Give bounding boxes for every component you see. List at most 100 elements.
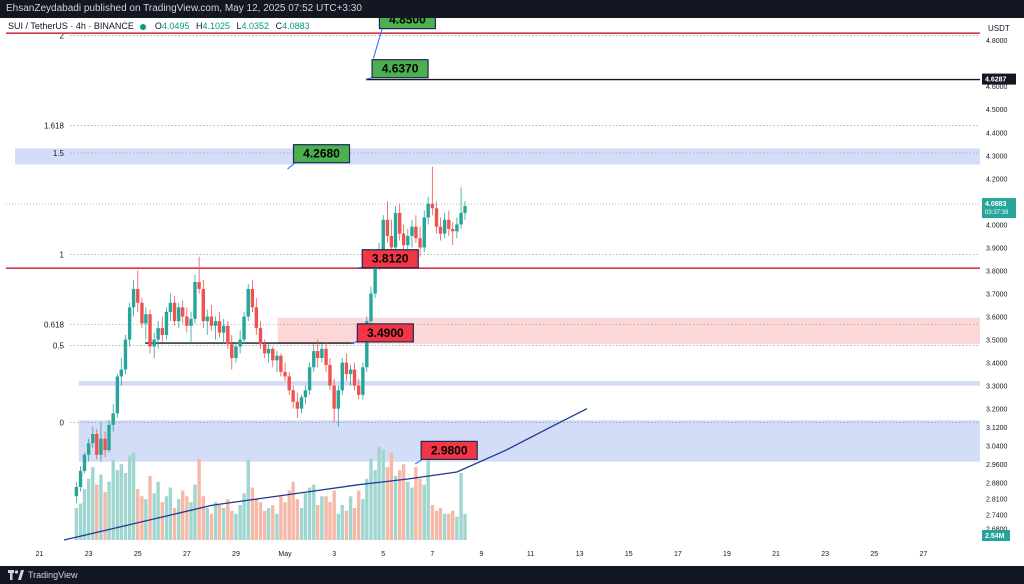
- candle: [336, 385, 341, 428]
- time-tick: 21: [36, 551, 44, 558]
- volume-bar: [275, 513, 279, 540]
- candle-body: [320, 348, 324, 359]
- footer-brand[interactable]: TradingView: [28, 570, 78, 580]
- candle-body: [271, 348, 275, 361]
- target-box: [378, 18, 437, 30]
- volume-bar: [295, 499, 300, 540]
- candle-body: [316, 351, 320, 359]
- candle-body: [447, 219, 451, 230]
- volume-bar: [397, 470, 402, 540]
- candle-body: [234, 346, 238, 359]
- candle-body: [213, 321, 218, 326]
- volume-bar: [357, 490, 361, 540]
- candle: [455, 217, 459, 239]
- volume-bar: [221, 507, 226, 540]
- candle-body: [393, 212, 398, 248]
- time-tick: 9: [479, 551, 483, 558]
- volume-bar: [123, 472, 128, 540]
- candle-body: [111, 413, 115, 425]
- publisher-bar: EhsanZeydabadi published on TradingView.…: [0, 0, 1024, 18]
- price-tick: 3.3000: [986, 384, 1008, 391]
- volume-bar: [234, 513, 238, 540]
- candle: [148, 309, 152, 354]
- volume-bar: [250, 487, 255, 540]
- volume-bar: [279, 496, 283, 540]
- lines-layer: [6, 32, 980, 344]
- price-tick: 4.5000: [986, 107, 1008, 114]
- candle-body: [177, 307, 181, 322]
- target-label: 4.8500: [389, 18, 426, 27]
- candle-body: [185, 316, 189, 326]
- candle-body: [463, 205, 467, 213]
- price-chart[interactable]: 2 1.618 1.5 1 0.618 0.5 0 4.8500 4.6370 4.2680 3.…: [0, 18, 1024, 566]
- candle: [234, 341, 238, 363]
- candle-body: [136, 288, 140, 303]
- price-tick: 3.7000: [986, 292, 1008, 299]
- candle-body: [115, 376, 120, 414]
- candle-body: [414, 226, 418, 239]
- target-box: [292, 144, 351, 164]
- candle-body: [357, 385, 361, 395]
- price-tick: 4.0000: [986, 222, 1008, 229]
- zone-resistance: [15, 148, 980, 165]
- symbol-name[interactable]: SUI / TetherUS · 4h · BINANCE: [8, 21, 134, 31]
- candle: [242, 311, 246, 345]
- candle: [332, 378, 336, 423]
- volume-bar: [254, 499, 259, 540]
- volume-bar: [152, 493, 156, 540]
- candle-body: [451, 229, 455, 232]
- price-tick: 2.8100: [986, 497, 1008, 504]
- price-tick: 4.3000: [986, 153, 1008, 160]
- symbol-legend: SUI / TetherUS · 4h · BINANCE O4.0495 H4…: [8, 21, 310, 31]
- candle-body: [99, 438, 103, 455]
- volume-bar: [389, 452, 394, 540]
- candle: [295, 392, 300, 418]
- volume-bar: [385, 467, 390, 540]
- candle: [74, 482, 79, 504]
- candle-body: [209, 316, 214, 326]
- volume-bar: [189, 502, 193, 540]
- candle: [99, 422, 103, 462]
- volume-bar: [148, 475, 152, 540]
- candle-body: [307, 367, 312, 391]
- candle: [131, 279, 136, 317]
- candle: [438, 217, 443, 241]
- candle-body: [418, 238, 422, 248]
- volume-bar: [205, 507, 209, 540]
- publisher-text: EhsanZeydabadi published on TradingView.…: [6, 3, 362, 14]
- volume-bar: [140, 496, 144, 540]
- candle-body: [258, 328, 263, 345]
- candle: [316, 339, 320, 368]
- fib-label: 0: [60, 419, 65, 428]
- volume-bar: [86, 478, 91, 540]
- volume-bar: [115, 470, 120, 540]
- time-tick: 17: [674, 551, 682, 558]
- candle: [418, 226, 422, 257]
- candle-body: [328, 364, 332, 386]
- volume-bar: [74, 507, 79, 540]
- candle: [160, 316, 164, 342]
- volume-bar: [324, 496, 328, 540]
- price-tick: 3.9000: [986, 245, 1008, 252]
- candle-body: [246, 288, 250, 317]
- candle: [221, 318, 226, 345]
- volume-bar: [127, 455, 132, 540]
- volume-bar: [410, 487, 414, 540]
- candle: [287, 371, 291, 395]
- volume-bar: [197, 458, 201, 540]
- time-tick: 11: [527, 551, 534, 558]
- candle-body: [365, 321, 369, 368]
- candle-body: [74, 487, 79, 497]
- time-tick: 27: [183, 551, 191, 558]
- volume-bar: [438, 507, 443, 540]
- candle-body: [340, 362, 344, 391]
- candle: [140, 298, 144, 329]
- candle-body: [299, 397, 304, 409]
- volume-bar: [393, 475, 398, 540]
- candle-body: [205, 316, 209, 322]
- volume-bar: [238, 505, 242, 540]
- candle-body: [172, 302, 177, 322]
- candle-body: [221, 325, 226, 333]
- candle-body: [78, 470, 83, 488]
- candle-body: [442, 219, 447, 234]
